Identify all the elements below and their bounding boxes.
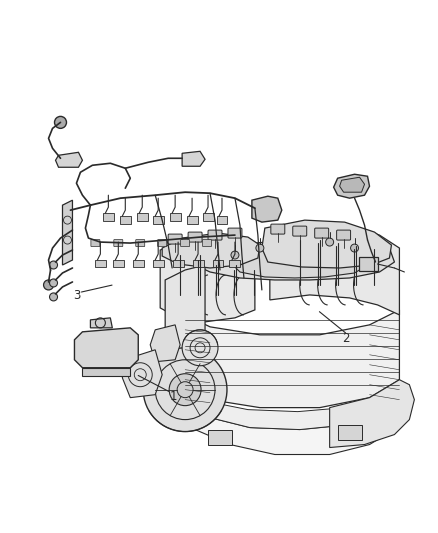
Polygon shape [278,243,320,258]
Polygon shape [162,233,260,268]
FancyBboxPatch shape [338,425,361,440]
Circle shape [169,374,201,406]
Circle shape [54,116,67,128]
FancyBboxPatch shape [208,430,232,445]
Text: 1: 1 [170,390,177,403]
FancyBboxPatch shape [133,260,144,268]
Polygon shape [74,328,138,368]
Polygon shape [160,235,255,322]
Polygon shape [122,350,162,398]
Circle shape [49,293,57,301]
Circle shape [350,244,359,252]
FancyBboxPatch shape [153,260,164,268]
Polygon shape [208,400,389,430]
FancyBboxPatch shape [158,239,167,247]
Polygon shape [195,415,395,455]
Circle shape [256,244,264,252]
FancyBboxPatch shape [188,232,202,242]
FancyBboxPatch shape [230,260,240,268]
Circle shape [49,261,57,269]
Polygon shape [195,238,395,280]
Polygon shape [56,152,82,167]
Polygon shape [150,325,180,362]
FancyBboxPatch shape [314,228,328,238]
Circle shape [43,280,53,290]
Polygon shape [165,265,205,400]
FancyBboxPatch shape [180,239,190,247]
FancyBboxPatch shape [337,230,350,240]
FancyBboxPatch shape [95,260,106,268]
Circle shape [143,348,227,432]
FancyBboxPatch shape [187,216,198,224]
Text: 3: 3 [74,289,81,302]
FancyBboxPatch shape [137,213,148,221]
Polygon shape [182,151,205,166]
Circle shape [182,330,218,366]
FancyBboxPatch shape [173,260,184,268]
FancyBboxPatch shape [208,230,222,240]
Polygon shape [90,318,112,328]
FancyBboxPatch shape [136,239,145,247]
Text: 2: 2 [342,332,350,345]
Polygon shape [330,379,414,448]
FancyBboxPatch shape [193,260,204,268]
Circle shape [49,279,57,287]
FancyBboxPatch shape [359,257,378,271]
Circle shape [231,251,239,259]
FancyBboxPatch shape [91,239,100,247]
Polygon shape [262,220,392,268]
Polygon shape [82,368,130,376]
FancyBboxPatch shape [216,216,227,224]
FancyBboxPatch shape [153,216,164,224]
Polygon shape [334,174,370,198]
FancyBboxPatch shape [202,239,212,247]
FancyBboxPatch shape [212,260,223,268]
Polygon shape [63,200,72,265]
FancyBboxPatch shape [293,226,307,236]
Polygon shape [185,310,399,408]
FancyBboxPatch shape [113,260,124,268]
FancyBboxPatch shape [271,224,285,234]
Circle shape [326,238,334,246]
Polygon shape [233,247,367,278]
FancyBboxPatch shape [228,228,242,238]
Polygon shape [270,222,399,315]
FancyBboxPatch shape [120,216,131,224]
FancyBboxPatch shape [114,239,123,247]
FancyBboxPatch shape [202,213,213,221]
FancyBboxPatch shape [103,213,114,221]
Polygon shape [252,196,282,222]
FancyBboxPatch shape [170,213,180,221]
FancyBboxPatch shape [168,234,182,244]
Polygon shape [339,177,364,192]
